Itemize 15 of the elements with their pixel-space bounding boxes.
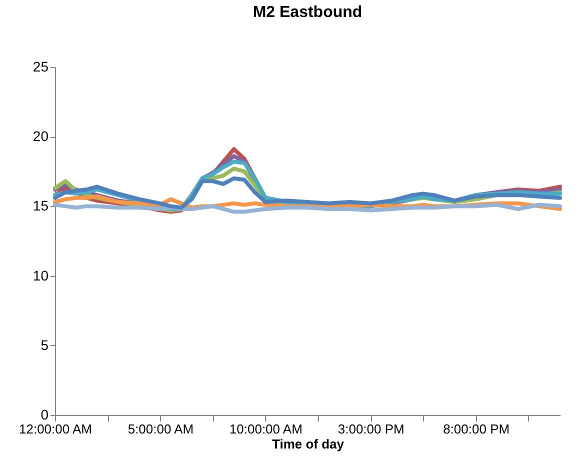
x-tick-label: 3:00:00 PM [338,422,404,436]
line-series [53,176,562,210]
x-tick-label: 10:00:00 AM [229,422,302,436]
y-tick-label: 15 [32,198,49,214]
x-axis-title: Time of day [272,436,345,452]
x-tick-label: 8:00:00 PM [443,422,510,436]
x-tick-label: 5:00:00 AM [128,422,194,436]
y-tick-label: 10 [32,267,49,284]
y-tick-label: 25 [32,58,49,74]
y-tick-label: 5 [40,336,49,353]
x-tick-label: 12:00:00 AM [19,422,92,436]
chart-title: M2 Eastbound [252,4,362,21]
line-series [53,202,562,214]
y-tick-label: 20 [32,128,49,144]
y-tick-label: 0 [40,406,49,422]
